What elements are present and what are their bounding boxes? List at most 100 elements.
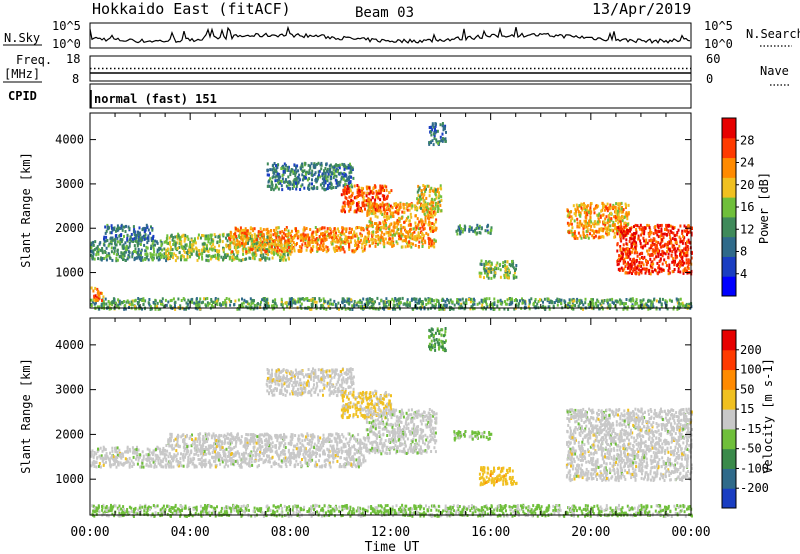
heatmap-cell	[357, 236, 360, 240]
heatmap-cell	[182, 297, 185, 300]
heatmap-cell	[372, 208, 375, 212]
heatmap-cell	[205, 244, 208, 248]
heatmap-cell	[576, 205, 579, 209]
heatmap-cell	[589, 228, 592, 232]
heatmap-cell	[428, 190, 431, 194]
heatmap-cell	[307, 186, 309, 190]
heatmap-cell	[313, 162, 316, 166]
heatmap-cell	[631, 297, 634, 301]
heatmap-cell	[311, 169, 314, 173]
heatmap-cell	[459, 298, 462, 302]
heatmap-cell	[280, 303, 283, 307]
heatmap-cell	[355, 196, 358, 200]
heatmap-cell	[372, 186, 375, 190]
heatmap-cell	[131, 237, 134, 241]
heatmap-cell	[326, 175, 329, 179]
heatmap-cell	[128, 241, 131, 245]
heatmap-cell	[675, 249, 678, 253]
heatmap-cell	[118, 234, 121, 238]
heatmap-cell	[231, 255, 234, 259]
heatmap-cell	[111, 300, 114, 304]
noise-sky-trace	[89, 25, 691, 44]
heatmap-cell	[668, 233, 671, 236]
heatmap-cell	[606, 233, 609, 237]
heatmap-cell	[234, 232, 237, 236]
heatmap-cell	[197, 233, 200, 237]
heatmap-cell	[348, 201, 351, 205]
heatmap-cell	[315, 241, 318, 245]
heatmap-cell	[602, 220, 605, 224]
heatmap-cell	[374, 211, 377, 215]
heatmap-cell	[648, 272, 651, 275]
heatmap-cell	[517, 304, 520, 308]
heatmap-cell	[610, 228, 613, 232]
heatmap-cell	[626, 250, 629, 253]
heatmap-cell	[464, 228, 466, 232]
heatmap-cell	[348, 209, 351, 213]
heatmap-cell	[240, 259, 243, 263]
heatmap-cell	[296, 242, 298, 245]
heatmap-cell	[541, 305, 543, 309]
heatmap-cell	[368, 231, 371, 235]
heatmap-cell	[91, 254, 94, 258]
heatmap-cell	[574, 213, 577, 217]
heatmap-cell	[151, 258, 154, 262]
heatmap-cell	[208, 254, 211, 258]
heatmap-cell	[490, 303, 493, 306]
heatmap-cell	[680, 302, 683, 306]
heatmap-cell	[349, 162, 351, 166]
heatmap-cell	[356, 234, 359, 238]
heatmap-cell	[385, 208, 388, 212]
heatmap-cell	[636, 266, 638, 270]
heatmap-cell	[560, 301, 562, 305]
heatmap-cell	[305, 297, 308, 301]
heatmap-cell	[297, 169, 300, 173]
heatmap-cell	[604, 217, 607, 221]
heatmap-cell	[357, 226, 360, 229]
heatmap-cell	[590, 220, 593, 224]
heatmap-cell	[654, 268, 656, 272]
heatmap-cell	[236, 244, 239, 248]
heatmap-cell	[462, 228, 465, 231]
heatmap-cell	[267, 180, 270, 184]
heatmap-cell	[393, 233, 396, 237]
heatmap-cell	[155, 253, 158, 257]
heatmap-cell	[312, 241, 315, 245]
heatmap-cell	[507, 276, 510, 280]
heatmap-cell	[353, 210, 356, 214]
heatmap-cell	[248, 256, 251, 260]
heatmap-cell	[297, 230, 300, 234]
heatmap-cell	[379, 206, 382, 210]
heatmap-cell	[342, 201, 345, 205]
heatmap-cell	[418, 235, 420, 239]
heatmap-cell	[202, 234, 205, 238]
heatmap-cell	[405, 230, 408, 234]
heatmap-cell	[268, 243, 271, 246]
heatmap-cell	[266, 162, 269, 166]
heatmap-cell	[403, 234, 406, 238]
heatmap-cell	[418, 301, 420, 305]
heatmap-cell	[289, 233, 292, 237]
heatmap-cell	[404, 235, 407, 239]
heatmap-cell	[136, 244, 139, 248]
heatmap-cell	[276, 172, 279, 176]
heatmap-cell	[622, 252, 625, 256]
heatmap-cell	[287, 229, 290, 233]
heatmap-cell	[133, 299, 136, 303]
heatmap-cell	[389, 204, 392, 208]
heatmap-cell	[358, 207, 361, 211]
heatmap-cell	[347, 163, 350, 167]
heatmap-cell	[641, 228, 644, 232]
heatmap-cell	[120, 239, 123, 243]
heatmap-cell	[240, 233, 243, 237]
heatmap-cell	[395, 206, 398, 209]
heatmap-cell	[587, 224, 590, 227]
heatmap-cell	[655, 307, 658, 311]
heatmap-cell	[138, 298, 141, 302]
heatmap-cell	[276, 185, 279, 189]
heatmap-cell	[268, 247, 271, 251]
heatmap-cell	[670, 299, 673, 303]
heatmap-cell	[359, 232, 362, 236]
heatmap-cell	[585, 211, 588, 215]
heatmap-cell	[472, 307, 474, 311]
